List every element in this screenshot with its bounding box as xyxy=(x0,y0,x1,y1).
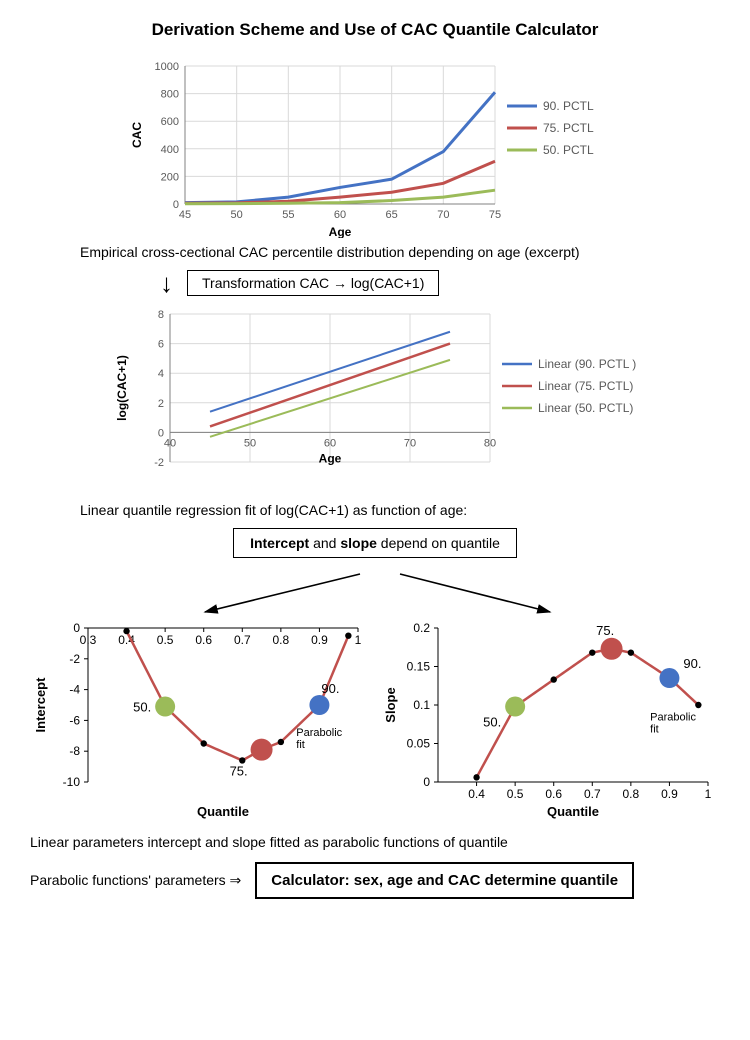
caption-chart1: Empirical cross-cectional CAC percentile… xyxy=(80,244,720,260)
svg-text:55: 55 xyxy=(282,209,294,221)
svg-text:Linear (50. PCTL): Linear (50. PCTL) xyxy=(538,401,633,415)
caption-chart2: Linear quantile regression fit of log(CA… xyxy=(80,502,720,518)
svg-text:75: 75 xyxy=(489,209,501,221)
svg-text:80: 80 xyxy=(484,437,496,449)
dep-slope: slope xyxy=(340,535,377,551)
chart-cac-vs-age: 0200400600800100045505560657075AgeCAC90.… xyxy=(30,58,720,238)
svg-text:65: 65 xyxy=(386,209,398,221)
transformation-box: Transformation CAC → log(CAC+1) xyxy=(187,270,439,296)
svg-text:CAC: CAC xyxy=(130,122,144,148)
svg-text:70: 70 xyxy=(437,209,449,221)
svg-text:6: 6 xyxy=(158,339,164,351)
svg-text:75. PCTL: 75. PCTL xyxy=(543,121,594,135)
svg-text:50.: 50. xyxy=(133,700,151,715)
svg-text:Slope: Slope xyxy=(383,687,398,722)
svg-text:Linear (75. PCTL): Linear (75. PCTL) xyxy=(538,379,633,393)
dep-intercept: Intercept xyxy=(250,535,309,551)
svg-text:Parabolic: Parabolic xyxy=(650,711,696,723)
svg-text:log(CAC+1): log(CAC+1) xyxy=(115,355,129,421)
svg-text:0.9: 0.9 xyxy=(661,787,678,801)
svg-text:Quantile: Quantile xyxy=(547,804,599,819)
svg-text:70: 70 xyxy=(404,437,416,449)
split-arrows xyxy=(30,570,720,616)
svg-text:2: 2 xyxy=(158,398,164,410)
svg-text:1000: 1000 xyxy=(155,61,179,73)
caption-bottom: Linear parameters intercept and slope fi… xyxy=(30,834,720,850)
svg-text:0.2: 0.2 xyxy=(413,621,430,635)
svg-text:0.5: 0.5 xyxy=(507,787,524,801)
svg-text:200: 200 xyxy=(161,171,179,183)
svg-text:0.05: 0.05 xyxy=(407,737,431,751)
svg-text:Parabolic: Parabolic xyxy=(296,727,342,739)
svg-text:0: 0 xyxy=(423,775,430,789)
svg-text:45: 45 xyxy=(179,209,191,221)
svg-text:0.4: 0.4 xyxy=(468,787,485,801)
svg-text:-10: -10 xyxy=(63,775,81,789)
svg-text:0.7: 0.7 xyxy=(584,787,601,801)
svg-text:0.8: 0.8 xyxy=(273,633,290,647)
svg-text:0.1: 0.1 xyxy=(413,698,430,712)
svg-text:Age: Age xyxy=(319,451,342,465)
svg-text:90. PCTL: 90. PCTL xyxy=(543,99,594,113)
svg-text:50.: 50. xyxy=(483,715,501,730)
svg-text:0.6: 0.6 xyxy=(545,787,562,801)
svg-text:Quantile: Quantile xyxy=(197,804,249,819)
svg-text:90.: 90. xyxy=(683,656,701,671)
svg-text:90.: 90. xyxy=(321,681,339,696)
svg-text:75.: 75. xyxy=(596,623,614,638)
svg-text:0.9: 0.9 xyxy=(311,633,328,647)
svg-text:Intercept: Intercept xyxy=(33,677,48,733)
svg-text:0.15: 0.15 xyxy=(407,660,431,674)
svg-text:-2: -2 xyxy=(154,457,164,469)
down-arrow-icon: ↓ xyxy=(160,270,173,296)
svg-text:-8: -8 xyxy=(69,744,80,758)
chart-slope-vs-quantile: 0 0.05 0.1 0.15 0.2 0.4 0.5 0.6 0.7 0.8 0.9 1 50. 75.… xyxy=(380,620,720,820)
svg-text:400: 400 xyxy=(161,144,179,156)
svg-text:50: 50 xyxy=(244,437,256,449)
svg-text:4: 4 xyxy=(158,368,164,380)
svg-text:0.8: 0.8 xyxy=(623,787,640,801)
svg-text:-4: -4 xyxy=(69,683,80,697)
dep-and: and xyxy=(309,535,340,551)
svg-text:Age: Age xyxy=(329,225,352,238)
dep-rest: depend on quantile xyxy=(377,535,500,551)
svg-text:600: 600 xyxy=(161,116,179,128)
svg-text:50: 50 xyxy=(231,209,243,221)
svg-text:800: 800 xyxy=(161,89,179,101)
svg-text:60: 60 xyxy=(334,209,346,221)
svg-text:fit: fit xyxy=(650,723,659,735)
svg-text:Linear (90. PCTL ): Linear (90. PCTL ) xyxy=(538,357,636,371)
svg-text:fit: fit xyxy=(296,739,305,751)
chart-intercept-vs-quantile: -10-8-6-4-200.30.40.50.60.70.80.9150.75.… xyxy=(30,620,370,820)
svg-text:0.6: 0.6 xyxy=(195,633,212,647)
final-lead: Parabolic functions' parameters ⇒ xyxy=(30,872,241,889)
page-title: Derivation Scheme and Use of CAC Quantil… xyxy=(30,20,720,40)
dependence-box: Intercept and slope depend on quantile xyxy=(233,528,517,558)
svg-text:75.: 75. xyxy=(230,764,248,779)
svg-text:0.5: 0.5 xyxy=(157,633,174,647)
svg-text:50. PCTL: 50. PCTL xyxy=(543,143,594,157)
svg-text:60: 60 xyxy=(324,437,336,449)
calculator-box: Calculator: sex, age and CAC determine q… xyxy=(255,862,634,899)
svg-text:-6: -6 xyxy=(69,713,80,727)
chart-log-vs-age: -2024684050607080Agelog(CAC+1)Linear (90… xyxy=(30,306,720,496)
svg-text:-2: -2 xyxy=(69,652,80,666)
svg-text:0.7: 0.7 xyxy=(234,633,251,647)
svg-text:1: 1 xyxy=(705,787,712,801)
svg-text:1: 1 xyxy=(355,633,362,647)
svg-text:8: 8 xyxy=(158,309,164,321)
